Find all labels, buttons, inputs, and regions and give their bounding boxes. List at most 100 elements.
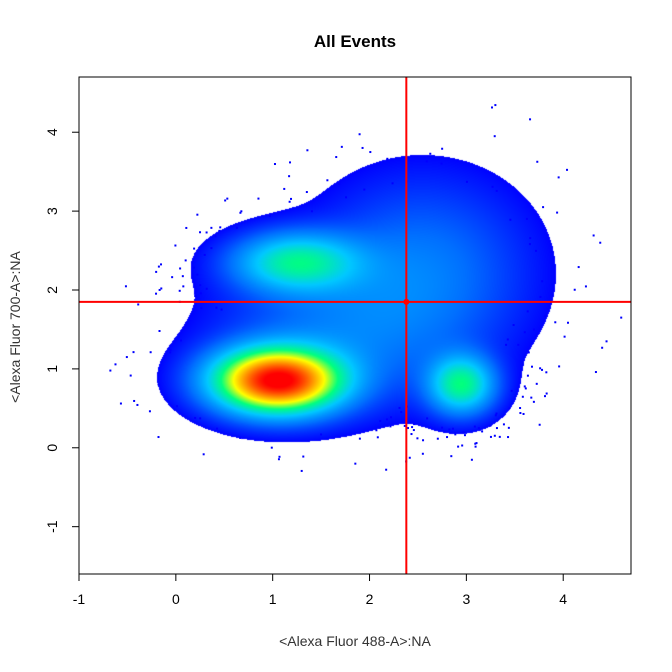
outlier-point [410, 433, 413, 436]
outlier-point [184, 259, 187, 262]
outlier-point [523, 331, 526, 334]
y-tick-label: 0 [44, 444, 60, 452]
outlier-point [481, 430, 484, 433]
outlier-point [114, 363, 117, 366]
outlier-point [155, 270, 158, 273]
outlier-point [522, 412, 525, 415]
outlier-point [389, 425, 392, 428]
outlier-point [202, 453, 205, 456]
outlier-point [601, 346, 604, 349]
outlier-point [539, 367, 542, 370]
outlier-point [527, 351, 530, 354]
outlier-point [495, 427, 498, 430]
plot-area [79, 77, 631, 574]
outlier-point [196, 213, 199, 216]
outlier-point [398, 406, 401, 409]
outlier-point [474, 445, 477, 448]
outlier-point [196, 273, 199, 276]
outlier-point [530, 365, 533, 368]
outlier-point [519, 407, 522, 410]
outlier-point [489, 424, 492, 427]
outlier-point [240, 210, 243, 213]
outlier-point [361, 146, 364, 149]
outlier-point [526, 374, 529, 377]
outlier-point [463, 434, 466, 437]
outlier-point [473, 425, 476, 428]
outlier-point [416, 437, 419, 440]
outlier-point [566, 321, 569, 324]
outlier-point [594, 371, 597, 374]
outlier-point [257, 197, 260, 200]
outlier-point [119, 402, 122, 405]
outlier-point [491, 106, 494, 109]
outlier-point [517, 343, 520, 346]
outlier-point [199, 417, 202, 420]
outlier-point [577, 266, 580, 269]
outlier-point [124, 285, 127, 288]
outlier-point [491, 185, 494, 188]
outlier-point [278, 455, 281, 458]
outlier-point [379, 419, 382, 422]
scatter-points [109, 104, 623, 472]
outlier-point [421, 452, 424, 455]
outlier-point [441, 426, 444, 429]
outlier-point [210, 247, 213, 250]
outlier-point [288, 200, 291, 203]
x-tick-label: 0 [172, 591, 180, 607]
outlier-point [386, 157, 389, 160]
outlier-point [192, 266, 195, 269]
gate-intersection-point[interactable] [403, 298, 410, 305]
outlier-point [290, 197, 293, 200]
outlier-point [205, 287, 208, 290]
outlier-point [345, 196, 348, 199]
chart-title: All Events [314, 32, 396, 51]
outlier-point [475, 442, 478, 445]
outlier-point [109, 369, 112, 372]
outlier-point [545, 371, 548, 374]
x-axis-label: <Alexa Fluor 488-A>:NA [279, 633, 431, 649]
outlier-point [270, 446, 273, 449]
outlier-point [450, 455, 453, 458]
outlier-point [129, 374, 132, 377]
outlier-point [507, 436, 510, 439]
outlier-point [205, 231, 208, 234]
outlier-point [310, 210, 313, 213]
outlier-point [148, 410, 151, 413]
outlier-point [268, 215, 271, 218]
outlier-point [407, 427, 410, 430]
outlier-point [171, 276, 174, 279]
outlier-point [235, 226, 238, 229]
outlier-point [519, 412, 522, 415]
outlier-point [538, 423, 541, 426]
outlier-point [157, 265, 160, 268]
outlier-point [288, 175, 291, 178]
outlier-point [505, 343, 508, 346]
outlier-point [160, 287, 163, 290]
outlier-point [599, 241, 602, 244]
outlier-point [563, 335, 566, 338]
x-axis: -1 0 1 2 3 4 [73, 573, 567, 607]
outlier-point [178, 289, 181, 292]
outlier-point [289, 161, 292, 164]
outlier-point [534, 249, 537, 252]
outlier-point [305, 191, 308, 194]
outlier-point [385, 468, 388, 471]
outlier-point [403, 424, 406, 427]
outlier-point [174, 244, 177, 247]
outlier-point [620, 316, 623, 319]
outlier-point [169, 348, 172, 351]
outlier-point [462, 431, 465, 434]
outlier-point [199, 292, 202, 295]
outlier-point [507, 426, 510, 429]
outlier-point [182, 285, 185, 288]
outlier-point [199, 284, 202, 287]
outlier-point [137, 303, 140, 306]
outlier-point [530, 396, 533, 399]
outlier-point [506, 338, 509, 341]
outlier-point [157, 383, 160, 386]
outlier-point [400, 411, 403, 414]
outlier-point [158, 288, 161, 291]
outlier-point [210, 226, 213, 229]
outlier-point [545, 392, 548, 395]
